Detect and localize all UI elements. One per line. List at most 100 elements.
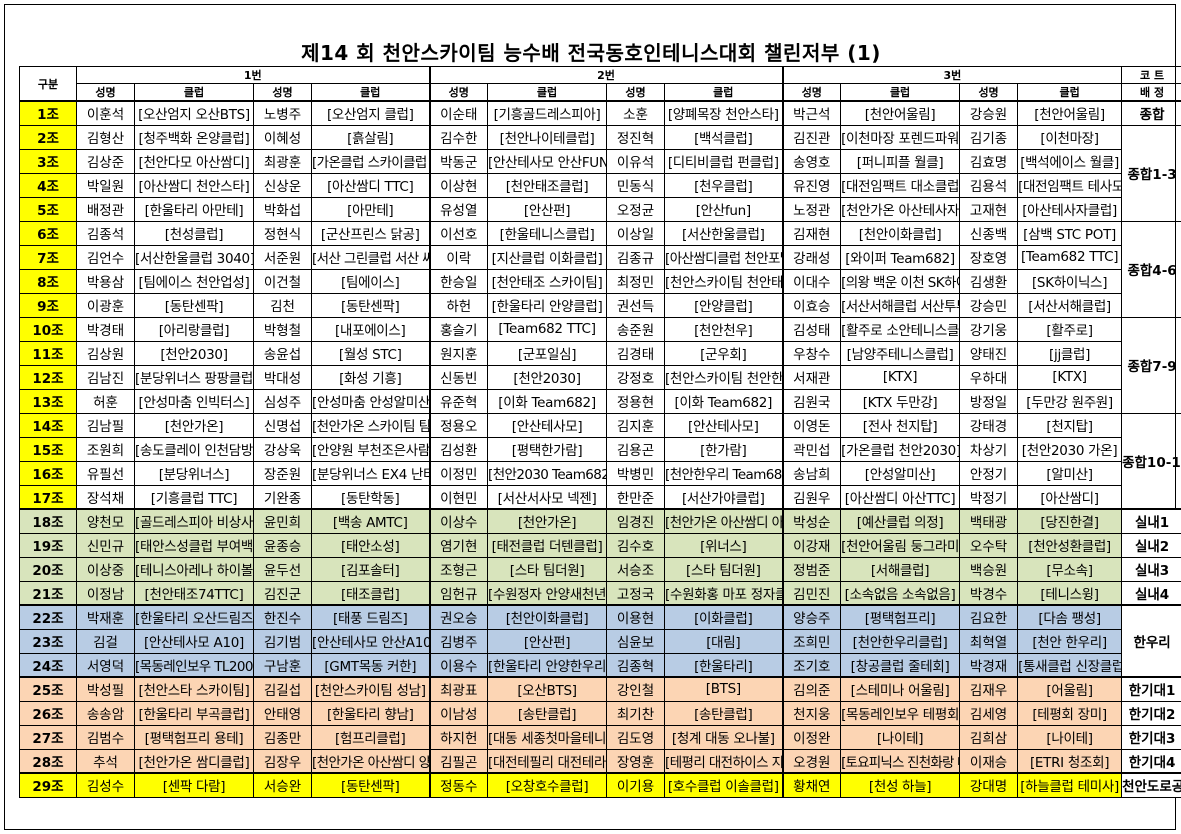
group-label: 8조 xyxy=(19,268,77,294)
player-club: [천안스카이팀 성남] xyxy=(310,676,431,702)
player-name: 심윤보 xyxy=(606,628,666,654)
player-club: [청계 대동 오나불] xyxy=(664,724,784,750)
player-name: 송남희 xyxy=(781,460,842,486)
player-name: 권오승 xyxy=(428,604,489,630)
player-club: [무소속] xyxy=(1017,556,1123,582)
player-club: [천우클럽] xyxy=(664,172,784,198)
group-label: 24조 xyxy=(19,652,77,678)
player-name: 이용수 xyxy=(428,652,489,678)
player-name: 유성열 xyxy=(428,196,489,222)
player-name: 강승원 xyxy=(959,100,1019,126)
player-club: [안산fun] xyxy=(664,196,784,222)
player-name: 김상원 xyxy=(76,340,135,366)
player-name: 정동수 xyxy=(428,772,489,798)
player-name: 조형근 xyxy=(428,556,489,582)
player-club: [태안소성] xyxy=(310,532,431,558)
player-name: 김성환 xyxy=(428,436,489,462)
player-club: [기흥골드레스피아] xyxy=(487,100,608,126)
player-club: [가온클럽 천안2030] xyxy=(840,436,961,462)
player-club: [천안태조 스카이팀] xyxy=(487,268,608,294)
player-name: 이대수 xyxy=(781,268,842,294)
player-club: [안성마춤 인빅터스] xyxy=(134,388,254,414)
group-label: 3조 xyxy=(19,148,77,174)
player-club: [나이테] xyxy=(1017,724,1123,750)
club-header: 클럽 xyxy=(1017,83,1123,102)
player-name: 고재현 xyxy=(959,196,1019,222)
player-club: [오산엄지 오산BTS] xyxy=(134,100,254,126)
player-name: 고정국 xyxy=(606,580,666,606)
player-club: [전사 천지탑] xyxy=(840,412,961,438)
player-club: [기흥클럽 TTC] xyxy=(134,484,254,510)
player-name: 노정관 xyxy=(781,196,842,222)
table-row: 22조 박재훈 [한울타리 오산드림즈] 한진수 [태풍 드림즈] 권오승 [천안이화클럽]… xyxy=(19,604,1181,678)
player-club: [평택험프리] xyxy=(840,604,961,630)
player-club: [대전임팩트 대소클럽] xyxy=(840,172,961,198)
player-club: [안산테사모] xyxy=(487,412,608,438)
court-assignment: 종합7-9 xyxy=(1121,316,1181,414)
player-name: 강정호 xyxy=(606,364,666,390)
player-club: [군산프린스 닭공] xyxy=(310,220,431,246)
player-club: [한울테니스클럽] xyxy=(487,220,608,246)
court-assignment: 천안도로공사 xyxy=(1121,772,1181,798)
club-header: 클럽 xyxy=(487,83,608,102)
player-club: [아산쌈디] xyxy=(1017,484,1123,510)
player-club: [천성 하늘] xyxy=(840,772,961,798)
group-label: 28조 xyxy=(19,748,77,774)
player-club: [통새클럽 신장클럽] xyxy=(1017,652,1123,678)
player-name: 최광표 xyxy=(428,676,489,702)
player-name: 김기종 xyxy=(959,124,1019,150)
player-club: [한가람] xyxy=(664,436,784,462)
player-club: [아산쌈디 아산TTC] xyxy=(840,484,961,510)
player-club: [나이테] xyxy=(840,724,961,750)
player-name: 조희민 xyxy=(781,628,842,654)
group-label: 5조 xyxy=(19,196,77,222)
player-club: [천안나이테클럽] xyxy=(487,124,608,150)
player-club: [이화클럽] xyxy=(664,604,784,630)
player-club: [천안어울림] xyxy=(840,100,961,126)
player-club: [태전클럽 더텐클럽] xyxy=(487,532,608,558)
player-name: 최광훈 xyxy=(253,148,312,174)
player-name: 이정완 xyxy=(781,724,842,750)
player-club: [이천마장 포렌드파워] xyxy=(840,124,961,150)
player-club: [BTS] xyxy=(664,676,784,702)
player-name: 김수한 xyxy=(428,124,489,150)
player-club: [활주로 소안테니스클럽] xyxy=(840,316,961,342)
player-club: [대림] xyxy=(664,628,784,654)
player-name: 이현민 xyxy=(428,484,489,510)
player-club: [오산엄지 클럽] xyxy=(310,100,431,126)
group-label: 18조 xyxy=(19,508,77,534)
player-club: [Team682 TTC] xyxy=(1017,244,1123,270)
player-name: 박형철 xyxy=(253,316,312,342)
group-label: 7조 xyxy=(19,244,77,270)
player-name: 김남필 xyxy=(76,412,135,438)
player-club: [화성 기흥] xyxy=(310,364,431,390)
player-name: 강태경 xyxy=(959,412,1019,438)
player-club: [동탄센팍] xyxy=(134,292,254,318)
player-name: 김용석 xyxy=(959,172,1019,198)
player-club: [토요피닉스 진천화랑 대전 1971] xyxy=(840,748,961,774)
player-club: [서산 그린클럽 서산 써리포티] xyxy=(310,244,431,270)
player-name: 박화섭 xyxy=(253,196,312,222)
player-name: 신동빈 xyxy=(428,364,489,390)
player-club: [서산서사모 넥젠] xyxy=(487,484,608,510)
player-name: 김용곤 xyxy=(606,436,666,462)
player-name: 김길섭 xyxy=(253,676,312,702)
player-club: [송탄클럽] xyxy=(664,700,784,726)
player-club: [송탄클럽] xyxy=(487,700,608,726)
player-club: [안산테사모 A10] xyxy=(134,628,254,654)
player-club: [동탄센팍] xyxy=(310,292,431,318)
player-name: 최기찬 xyxy=(606,700,666,726)
player-name: 박정기 xyxy=(959,484,1019,510)
player-name: 강래성 xyxy=(781,244,842,270)
player-name: 김병주 xyxy=(428,628,489,654)
player-name: 박재훈 xyxy=(76,604,135,630)
player-club: [안양클럽] xyxy=(664,292,784,318)
player-name: 김희삼 xyxy=(959,724,1019,750)
court-assignment: 실내3 xyxy=(1121,556,1181,582)
player-name: 이훈석 xyxy=(76,100,135,126)
player-club: [평택험프리 용테] xyxy=(134,724,254,750)
